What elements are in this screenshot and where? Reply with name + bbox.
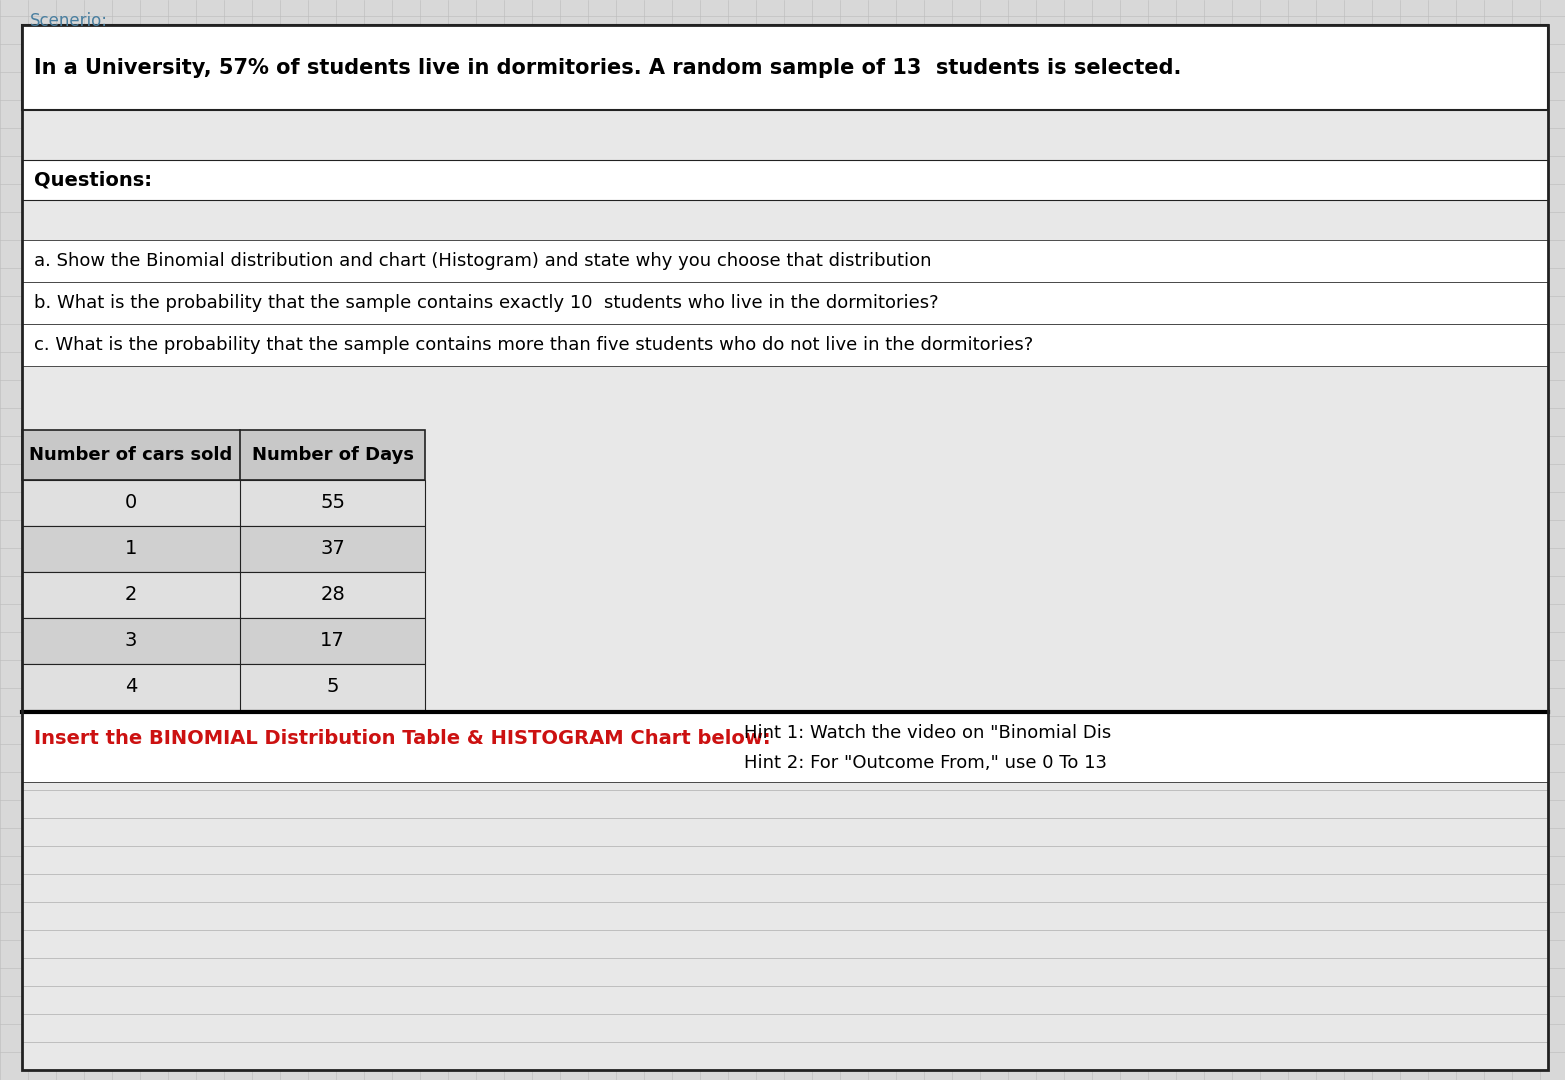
FancyBboxPatch shape [22,110,1548,160]
FancyBboxPatch shape [22,572,426,618]
FancyBboxPatch shape [22,324,1548,366]
FancyBboxPatch shape [22,200,1548,240]
Text: 28: 28 [321,585,344,605]
FancyBboxPatch shape [22,664,426,710]
Text: 1: 1 [125,540,138,558]
FancyBboxPatch shape [22,618,426,664]
FancyBboxPatch shape [22,782,1548,1070]
Text: 2: 2 [125,585,138,605]
Text: c. What is the probability that the sample contains more than five students who : c. What is the probability that the samp… [34,336,1033,354]
Text: b. What is the probability that the sample contains exactly 10  students who liv: b. What is the probability that the samp… [34,294,939,312]
Text: Insert the BINOMIAL Distribution Table & HISTOGRAM Chart below:: Insert the BINOMIAL Distribution Table &… [34,729,770,748]
Text: a. Show the Binomial distribution and chart (Histogram) and state why you choose: a. Show the Binomial distribution and ch… [34,252,931,270]
FancyBboxPatch shape [22,712,1548,782]
FancyBboxPatch shape [22,160,1548,200]
Text: 37: 37 [321,540,344,558]
Text: Questions:: Questions: [34,171,152,189]
FancyBboxPatch shape [22,25,1548,110]
Text: 17: 17 [321,632,344,650]
Text: In a University, 57% of students live in dormitories. A random sample of 13  stu: In a University, 57% of students live in… [34,57,1182,78]
FancyBboxPatch shape [22,430,426,480]
Text: Hint 1: Watch the video on "Binomial Dis: Hint 1: Watch the video on "Binomial Dis [743,724,1111,742]
FancyBboxPatch shape [22,282,1548,324]
FancyBboxPatch shape [22,240,1548,282]
Text: 4: 4 [125,677,138,697]
Text: Number of Days: Number of Days [252,446,413,464]
FancyBboxPatch shape [426,430,1548,710]
Text: Number of cars sold: Number of cars sold [30,446,233,464]
Text: 55: 55 [319,494,344,513]
Text: 3: 3 [125,632,138,650]
Text: 0: 0 [125,494,138,513]
Text: Hint 2: For "Outcome From," use 0 To 13: Hint 2: For "Outcome From," use 0 To 13 [743,754,1106,772]
FancyBboxPatch shape [22,366,1548,430]
FancyBboxPatch shape [22,480,426,526]
Text: 5: 5 [326,677,338,697]
Text: Scenerio:: Scenerio: [30,12,108,30]
FancyBboxPatch shape [22,526,426,572]
